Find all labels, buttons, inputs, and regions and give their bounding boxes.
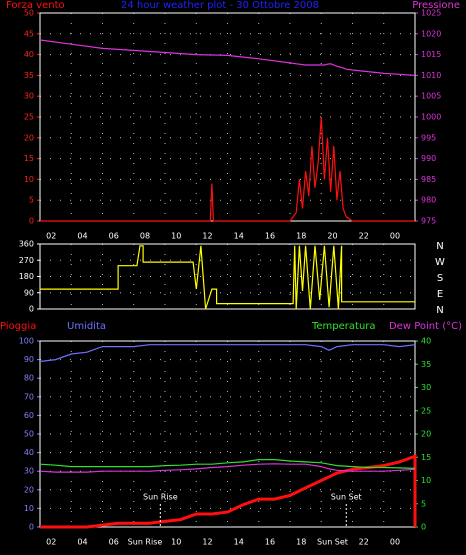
y-tick-label: 90 <box>24 288 34 297</box>
y2-tick-label: 1005 <box>421 92 441 101</box>
x-tick-label: 04 <box>77 538 87 547</box>
legend-label: Pressione <box>412 0 460 11</box>
y2-tick-label: 15 <box>421 453 431 462</box>
x-tick-label: 16 <box>265 538 275 547</box>
y2-tick-label: 25 <box>421 406 431 415</box>
series-line <box>39 463 416 473</box>
x-tick-label: 04 <box>77 232 87 241</box>
plot-frame <box>39 340 416 528</box>
y2-tick-label: 985 <box>421 175 436 184</box>
x-tick-label: Sun Set <box>317 538 348 547</box>
y2-tick-label: 10 <box>421 476 431 485</box>
series-line <box>39 459 416 469</box>
x-tick-label: 18 <box>296 232 306 241</box>
x-tick-label: 14 <box>234 232 244 241</box>
x-tick-label: 02 <box>46 232 56 241</box>
y-tick-label: 45 <box>24 29 34 38</box>
compass-label: S <box>437 273 443 284</box>
y-tick-label: 0 <box>29 217 34 226</box>
y2-tick-label: 1010 <box>421 71 441 80</box>
y-tick-label: 20 <box>24 485 34 494</box>
y-tick-label: 30 <box>24 92 34 101</box>
y-tick-label: 40 <box>24 50 34 59</box>
compass-label: E <box>437 289 443 300</box>
series-line <box>40 454 417 529</box>
x-tick-label: 18 <box>296 538 306 547</box>
y-tick-label: 50 <box>24 9 34 18</box>
x-tick-label: Sun Rise <box>128 538 163 547</box>
y2-tick-label: 1015 <box>421 50 441 59</box>
x-tick-label: 12 <box>202 232 212 241</box>
series-line <box>40 116 415 222</box>
y-tick-label: 10 <box>24 175 34 184</box>
legend-label: Temperatura <box>311 321 376 332</box>
annotation-label: Sun Set <box>331 493 362 502</box>
y-tick-label: 80 <box>24 374 34 383</box>
y2-tick-label: 995 <box>421 133 436 142</box>
compass-label: W <box>435 257 445 268</box>
y2-tick-label: 5 <box>421 499 426 508</box>
x-tick-label: 06 <box>109 232 119 241</box>
legend-label: Umidita <box>67 321 106 332</box>
y-tick-label: 30 <box>24 467 34 476</box>
y-tick-label: 270 <box>19 256 34 265</box>
x-tick-label: 06 <box>109 538 119 547</box>
y-tick-label: 40 <box>24 448 34 457</box>
y-tick-label: 0 <box>29 523 34 532</box>
x-tick-label: 08 <box>140 232 150 241</box>
x-tick-label: 12 <box>202 538 212 547</box>
y2-tick-label: 40 <box>421 337 431 346</box>
series-line <box>39 344 416 363</box>
x-tick-label: 00 <box>390 232 400 241</box>
x-tick-label: 22 <box>359 232 369 241</box>
y2-tick-label: 1000 <box>421 113 441 122</box>
y-tick-label: 10 <box>24 504 34 513</box>
y2-tick-label: 35 <box>421 360 431 369</box>
y2-tick-label: 30 <box>421 383 431 392</box>
y-tick-label: 5 <box>29 196 34 205</box>
legend-label: Forza vento <box>6 0 65 11</box>
chart-title: 24 hour weather plot - 30 Ottobre 2008 <box>121 0 319 11</box>
y-tick-label: 0 <box>29 305 34 314</box>
y-tick-label: 35 <box>24 71 34 80</box>
y2-tick-label: 0 <box>421 523 426 532</box>
y-tick-label: 100 <box>19 337 34 346</box>
y-tick-label: 50 <box>24 430 34 439</box>
annotation-label: Sun Rise <box>143 493 178 502</box>
legend-label: Pioggia <box>0 321 36 332</box>
y-tick-label: 360 <box>19 240 34 249</box>
y2-tick-label: 980 <box>421 196 436 205</box>
y2-tick-label: 1025 <box>421 9 441 18</box>
y-tick-label: 90 <box>24 355 34 364</box>
y-tick-label: 60 <box>24 411 34 420</box>
y-tick-label: 70 <box>24 392 34 401</box>
series-line <box>40 245 415 310</box>
x-tick-label: 14 <box>234 538 244 547</box>
x-tick-label: 22 <box>359 538 369 547</box>
x-tick-label: 02 <box>46 538 56 547</box>
series-line <box>39 39 416 76</box>
x-tick-label: 00 <box>390 538 400 547</box>
x-tick-label: 20 <box>327 232 337 241</box>
y-tick-label: 180 <box>19 272 34 281</box>
compass-label: N <box>436 305 443 316</box>
y-tick-label: 20 <box>24 133 34 142</box>
legend-label: Dew Point (°C) <box>389 321 462 332</box>
x-tick-label: 10 <box>171 232 181 241</box>
y2-tick-label: 20 <box>421 430 431 439</box>
compass-label: N <box>436 241 443 252</box>
x-tick-label: 10 <box>171 538 181 547</box>
y2-tick-label: 975 <box>421 217 436 226</box>
y2-tick-label: 990 <box>421 154 436 163</box>
y-tick-label: 25 <box>24 113 34 122</box>
x-tick-label: 16 <box>265 232 275 241</box>
plot-frame <box>39 243 416 310</box>
plot-frame <box>39 12 416 222</box>
y-tick-label: 15 <box>24 154 34 163</box>
y2-tick-label: 1020 <box>421 29 441 38</box>
